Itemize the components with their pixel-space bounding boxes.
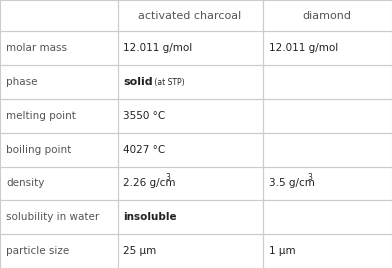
- Text: (at STP): (at STP): [152, 77, 184, 87]
- Text: 4027 °C: 4027 °C: [123, 145, 166, 155]
- Bar: [0, 200, 118, 234]
- Bar: [263, 31, 392, 65]
- Bar: [263, 99, 392, 133]
- Bar: [118, 200, 263, 234]
- Bar: [263, 0, 392, 31]
- Bar: [118, 31, 263, 65]
- Bar: [0, 167, 118, 200]
- Text: solubility in water: solubility in water: [6, 212, 99, 222]
- Text: diamond: diamond: [303, 11, 352, 21]
- Text: 3: 3: [307, 173, 312, 182]
- Text: 2.26 g/cm: 2.26 g/cm: [123, 178, 176, 188]
- Bar: [263, 200, 392, 234]
- Bar: [0, 31, 118, 65]
- Text: solid: solid: [123, 77, 153, 87]
- Text: density: density: [6, 178, 44, 188]
- Bar: [263, 167, 392, 200]
- Bar: [0, 99, 118, 133]
- Bar: [118, 167, 263, 200]
- Bar: [118, 133, 263, 167]
- Text: insoluble: insoluble: [123, 212, 177, 222]
- Text: 3550 °C: 3550 °C: [123, 111, 166, 121]
- Text: phase: phase: [6, 77, 37, 87]
- Text: boiling point: boiling point: [6, 145, 71, 155]
- Text: activated charcoal: activated charcoal: [138, 11, 242, 21]
- Bar: [118, 0, 263, 31]
- Bar: [0, 133, 118, 167]
- Text: particle size: particle size: [6, 246, 69, 256]
- Text: 1 μm: 1 μm: [269, 246, 295, 256]
- Text: molar mass: molar mass: [6, 43, 67, 53]
- Bar: [263, 65, 392, 99]
- Bar: [263, 133, 392, 167]
- Text: 12.011 g/mol: 12.011 g/mol: [269, 43, 338, 53]
- Text: melting point: melting point: [6, 111, 76, 121]
- Bar: [263, 234, 392, 268]
- Bar: [0, 0, 118, 31]
- Bar: [118, 99, 263, 133]
- Bar: [0, 65, 118, 99]
- Text: 3.5 g/cm: 3.5 g/cm: [269, 178, 314, 188]
- Bar: [0, 234, 118, 268]
- Text: 25 μm: 25 μm: [123, 246, 157, 256]
- Bar: [118, 65, 263, 99]
- Text: 12.011 g/mol: 12.011 g/mol: [123, 43, 193, 53]
- Bar: [118, 234, 263, 268]
- Text: 3: 3: [166, 173, 171, 182]
